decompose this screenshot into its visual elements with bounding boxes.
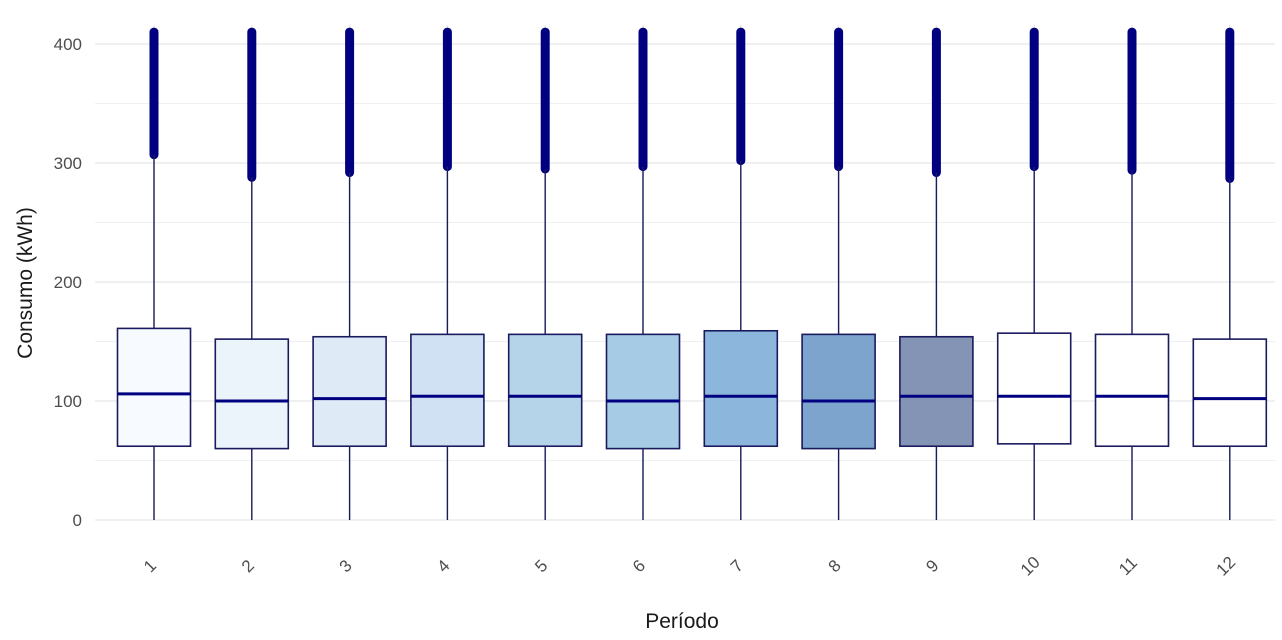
y-tick-label: 200 [54,273,82,292]
x-tick-label: 7 [727,556,747,576]
x-tick-label: 10 [1017,553,1044,580]
y-tick-label: 400 [54,35,82,54]
iqr-box [801,333,876,450]
iqr-box [410,333,485,448]
iqr-box [214,338,290,450]
y-tick-label: 100 [54,392,82,411]
x-tick-label: 9 [922,556,942,576]
iqr-box [1094,333,1170,448]
x-tick-label: 8 [825,556,845,576]
y-tick-label: 300 [54,154,82,173]
x-tick-label: 4 [433,556,453,576]
x-tick-label: 1 [140,556,160,576]
x-axis-title: Período [645,610,719,633]
y-tick-labels: 0 100 200 300 400 [54,35,82,530]
boxes [116,27,1268,520]
iqr-box [507,333,583,448]
x-tick-label: 2 [238,556,258,576]
x-tick-label: 6 [629,556,649,576]
iqr-box [605,333,681,450]
iqr-box [312,335,387,448]
iqr-box [703,329,779,448]
iqr-box [899,335,974,448]
x-tick-label: 11 [1115,553,1141,579]
x-tick-label: 12 [1213,553,1240,580]
iqr-box [996,332,1072,445]
iqr-box [1192,338,1268,448]
y-axis-title: Consumo (kWh) [14,207,37,359]
x-tick-label: 5 [531,556,551,576]
x-tick-label: 3 [336,556,356,576]
iqr-box [116,327,192,448]
y-tick-label: 0 [73,511,82,530]
x-tick-labels: 1 2 3 4 5 6 7 8 9 10 11 12 [140,553,1239,580]
